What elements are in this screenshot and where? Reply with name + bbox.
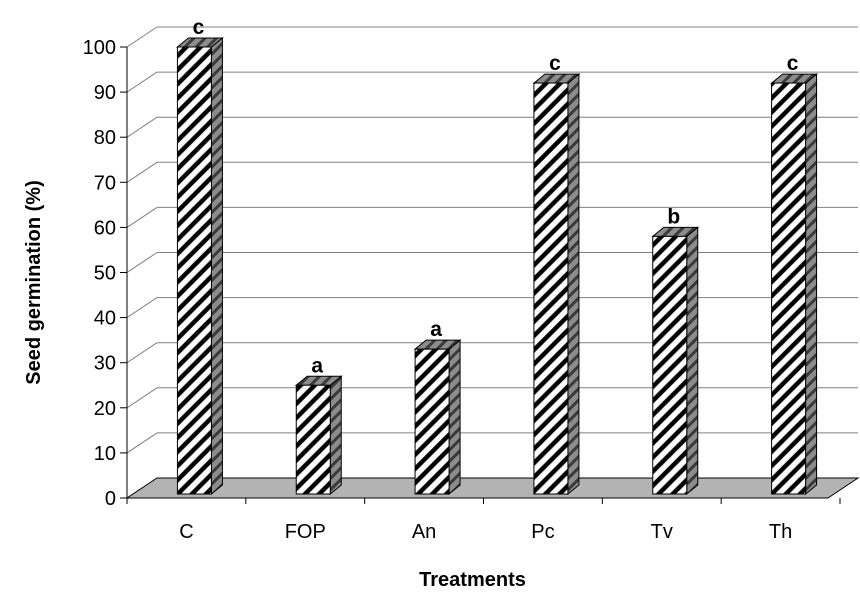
bar-front <box>652 235 688 495</box>
bar-front <box>414 348 450 495</box>
gridline-diagonal <box>126 161 158 183</box>
x-tick-label: FOP <box>285 521 326 543</box>
plot-floor <box>125 477 860 499</box>
gridline-diagonal <box>126 342 158 364</box>
bar-an <box>413 339 462 496</box>
bars <box>176 36 818 496</box>
x-axis-title: Treatments <box>419 569 526 591</box>
x-tick-label: An <box>412 521 436 543</box>
bar-side <box>329 375 342 496</box>
labels: 0 10 20 30 40 50 60 70 80 90 100 c Ca FOP a An c Pc b Tv c Th <box>83 16 799 543</box>
y-tick-label: 50 <box>94 263 116 285</box>
significance-label: a <box>311 354 323 377</box>
x-tick-label: Tv <box>651 521 673 543</box>
y-tick-label: 70 <box>94 172 116 194</box>
significance-label: c <box>549 52 561 75</box>
gridline-diagonal <box>126 387 158 409</box>
bar-fop <box>294 375 343 496</box>
gridline-diagonal <box>126 297 158 319</box>
x-tick-label: Pc <box>531 521 554 543</box>
bar-th <box>770 73 818 496</box>
gridline-diagonal <box>126 432 158 454</box>
significance-label: c <box>193 16 205 39</box>
bar-pc <box>532 73 581 496</box>
y-tick-label: 20 <box>94 398 116 420</box>
gridlines <box>126 26 858 454</box>
y-axis-title: Seed germination (%) <box>23 180 45 384</box>
gridline-diagonal <box>126 116 158 138</box>
significance-label: a <box>430 318 442 341</box>
significance-label: c <box>787 52 799 75</box>
floor-plane <box>125 477 860 499</box>
y-tick-label: 100 <box>83 37 116 59</box>
bar-side <box>210 36 223 496</box>
bar-side <box>448 339 461 496</box>
significance-label: b <box>667 205 680 228</box>
x-tick-label: C <box>179 521 193 543</box>
bar-front <box>176 46 212 495</box>
y-tick-label: 90 <box>94 82 116 104</box>
gridline-diagonal <box>126 252 158 273</box>
y-tick-label: 40 <box>94 308 116 330</box>
bar-tv <box>651 226 700 496</box>
bar-side <box>686 226 699 496</box>
y-tick-label: 60 <box>94 217 116 239</box>
gridline-diagonal <box>126 71 158 93</box>
bar-c <box>176 36 224 496</box>
gridline-diagonal <box>126 26 158 48</box>
y-tick-label: 80 <box>94 127 116 149</box>
bar-front <box>771 82 807 495</box>
bar-side <box>805 73 818 496</box>
x-tick-label: Th <box>769 521 792 543</box>
y-tick-label: 10 <box>94 443 116 465</box>
bar-side <box>567 73 580 496</box>
axes <box>120 46 841 504</box>
y-tick-label: 0 <box>105 488 116 510</box>
y-tick-label: 30 <box>94 353 116 375</box>
bar-front <box>295 384 331 495</box>
gridline-diagonal <box>126 206 158 228</box>
bar-front <box>533 82 569 495</box>
